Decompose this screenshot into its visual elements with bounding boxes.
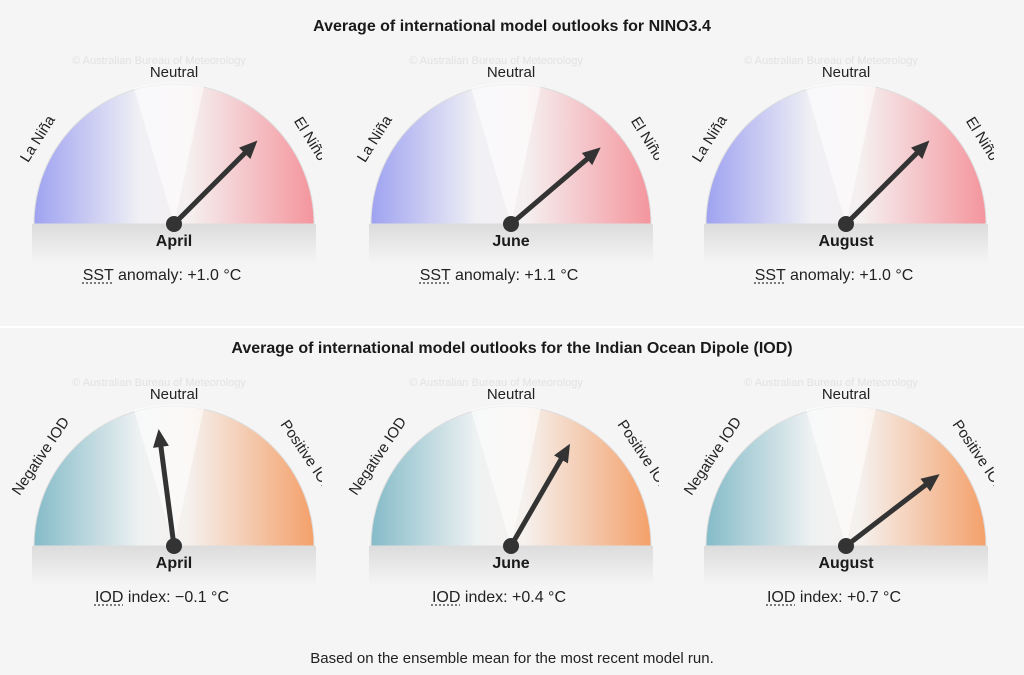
watermark: © Australian Bureau of Meteorology [72,55,246,67]
month-label: August [818,233,874,250]
needle-shaft [158,444,177,549]
sst-abbreviation[interactable]: SST [82,267,114,284]
watermark: © Australian Bureau of Meteorology [409,55,583,67]
gauge-neutral-zone [806,82,876,224]
nino-outlook-panel: Average of international model outlooks … [0,0,1024,326]
sst-abbreviation[interactable]: SST [419,267,451,284]
iod-gauge-april: © Australian Bureau of Meteorology Neutra… [2,362,322,630]
iod-gauge-dial: © Australian Bureau of MeteorologyNeutra… [9,377,322,586]
nino-caption-june: SST anomaly: +1.1 °C [419,267,579,284]
needle-hub [503,216,519,232]
needle-hub [166,216,182,232]
watermark: © Australian Bureau of Meteorology [409,377,583,389]
needle-hub [838,216,854,232]
needle-shaft [508,456,564,549]
nino-caption-august: SST anomaly: +1.0 °C [754,267,914,284]
watermark: © Australian Bureau of Meteorology [744,55,918,67]
needle-shaft [843,482,928,549]
nino-gauge-june: © Australian Bureau of Meteorology Neutra… [339,40,659,308]
needle-shaft [508,156,590,227]
iod-caption-august: IOD index: +0.7 °C [766,589,902,606]
iod-gauge-june: © Australian Bureau of Meteorology Neutra… [339,362,659,630]
needle-hub [838,538,854,554]
needle-arrowhead [581,147,601,166]
month-label: August [818,555,874,572]
needle-arrowhead [911,140,930,159]
gauge-neutral-zone [471,82,541,224]
nino-section-title: Average of international model outlooks … [313,18,711,35]
neutral-label: Neutral [150,386,198,403]
iod-abbreviation[interactable]: IOD [431,589,461,606]
neutral-label: Neutral [487,386,535,403]
needle-arrowhead [153,429,169,448]
iod-caption-june: IOD index: +0.4 °C [431,589,567,606]
neutral-label: Neutral [487,64,535,81]
nino-gauge-august: © Australian Bureau of Meteorology Neutra… [674,40,994,308]
iod-gauge-dial: © Australian Bureau of MeteorologyNeutra… [346,377,659,586]
nino-gauge-dial: © Australian Bureau of MeteorologyNeutra… [689,55,994,264]
gauge-neutral-zone [134,82,204,224]
neutral-label: Neutral [150,64,198,81]
nino-gauge-dial: © Australian Bureau of MeteorologyNeutra… [17,55,322,264]
gauge-neutral-zone [806,404,876,546]
needle-arrowhead [554,443,570,464]
needle-shaft [171,150,248,227]
month-label: June [492,555,529,572]
iod-abbreviation[interactable]: IOD [766,589,796,606]
gauge-neutral-zone [471,404,541,546]
needle-hub [166,538,182,554]
month-label: April [156,233,192,250]
watermark: © Australian Bureau of Meteorology [72,377,246,389]
needle-hub [503,538,519,554]
iod-section-title: Average of international model outlooks … [231,340,793,357]
iod-caption-april: IOD index: −0.1 °C [94,589,230,606]
watermark: © Australian Bureau of Meteorology [744,377,918,389]
iod-abbreviation[interactable]: IOD [94,589,124,606]
iod-gauge-august: © Australian Bureau of Meteorology Neutra… [674,362,994,630]
neutral-label: Neutral [822,386,870,403]
nino-gauge-dial: © Australian Bureau of MeteorologyNeutra… [354,55,659,264]
month-label: April [156,555,192,572]
needle-arrowhead [239,140,258,159]
footnote: Based on the ensemble mean for the most … [310,650,714,667]
needle-arrowhead [920,474,940,492]
iod-outlook-panel: Average of international model outlooks … [0,328,1024,675]
neutral-label: Neutral [822,64,870,81]
iod-gauge-dial: © Australian Bureau of MeteorologyNeutra… [681,377,994,586]
nino-gauge-april: © Australian Bureau of Meteorology Neutra… [2,40,322,308]
needle-shaft [843,150,920,227]
gauge-neutral-zone [134,404,204,546]
nino-caption-april: SST anomaly: +1.0 °C [82,267,242,284]
sst-abbreviation[interactable]: SST [754,267,786,284]
month-label: June [492,233,529,250]
